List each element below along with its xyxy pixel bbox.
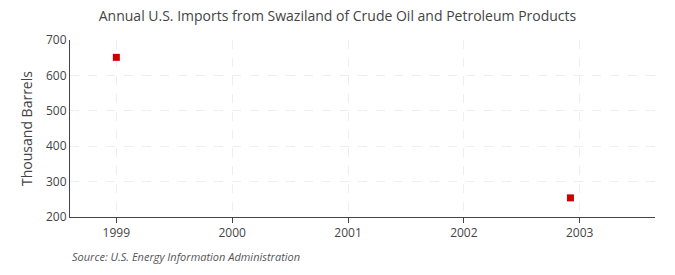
svg-text:2003: 2003 — [566, 224, 594, 241]
svg-text:600: 600 — [46, 67, 67, 84]
svg-text:1999: 1999 — [103, 224, 131, 241]
svg-text:400: 400 — [46, 137, 67, 154]
svg-text:200: 200 — [46, 208, 67, 225]
svg-text:2001: 2001 — [334, 224, 361, 241]
svg-text:2002: 2002 — [450, 224, 478, 241]
svg-text:500: 500 — [46, 102, 67, 119]
svg-text:2000: 2000 — [218, 224, 246, 241]
svg-text:Thousand Barrels: Thousand Barrels — [17, 71, 36, 186]
svg-text:300: 300 — [46, 173, 67, 190]
svg-text:Annual U.S. Imports from Swazi: Annual U.S. Imports from Swaziland of Cr… — [99, 6, 577, 25]
svg-text:700: 700 — [46, 31, 67, 48]
svg-text:Source: U.S. Energy Informatio: Source: U.S. Energy Information Administ… — [72, 249, 300, 264]
